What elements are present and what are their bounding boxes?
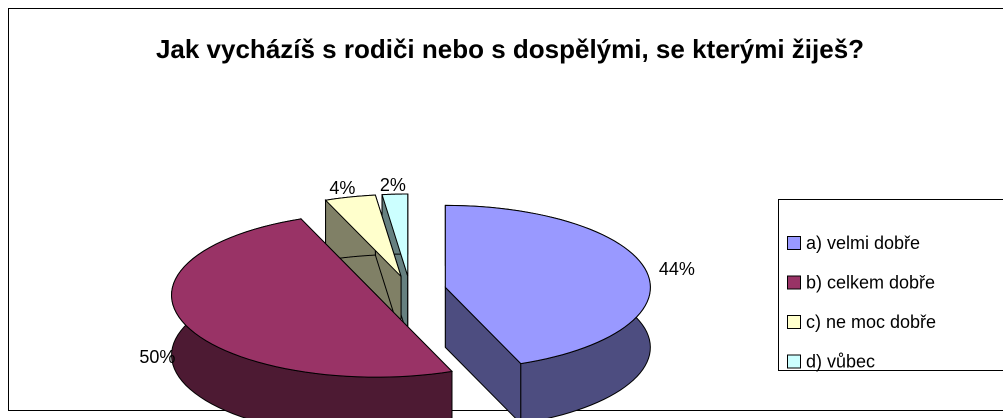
slice-top <box>324 194 402 277</box>
legend-label: b) celkem dobře <box>806 272 935 292</box>
slice-top <box>381 193 409 277</box>
chart-title: Jak vycházíš s rodiči nebo s dospělými, … <box>155 34 865 64</box>
legend-label: a) velmi dobře <box>806 233 920 253</box>
legend-swatch <box>787 354 801 369</box>
legend-swatch <box>787 275 801 290</box>
data-label: 2% <box>380 175 406 195</box>
data-label: 44% <box>659 259 695 279</box>
pie-slice <box>324 194 402 338</box>
legend-swatch <box>787 236 801 250</box>
pie-slice <box>171 217 454 418</box>
data-label: 4% <box>329 178 355 198</box>
data-label: 50% <box>139 347 175 367</box>
slice-top <box>444 204 651 365</box>
legend-box <box>778 199 1003 371</box>
legend-label: d) vůbec <box>806 351 875 371</box>
slice-top <box>171 218 454 378</box>
legend-swatch <box>787 315 801 329</box>
pie-slice <box>444 204 651 418</box>
legend-label: c) ne moc dobře <box>806 312 936 332</box>
